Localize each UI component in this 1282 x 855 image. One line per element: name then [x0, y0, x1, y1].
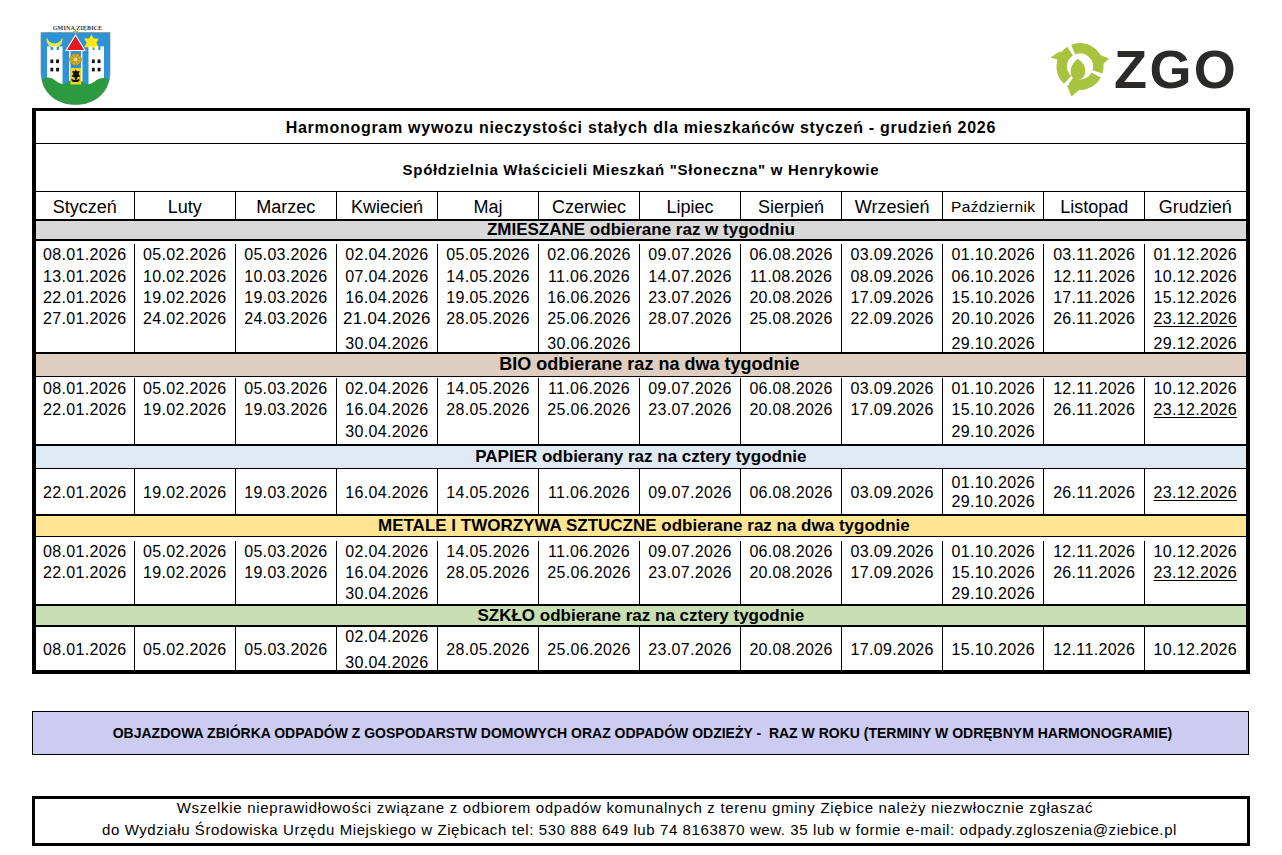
svg-text:GMINA ZIĘBICE: GMINA ZIĘBICE	[53, 25, 103, 31]
